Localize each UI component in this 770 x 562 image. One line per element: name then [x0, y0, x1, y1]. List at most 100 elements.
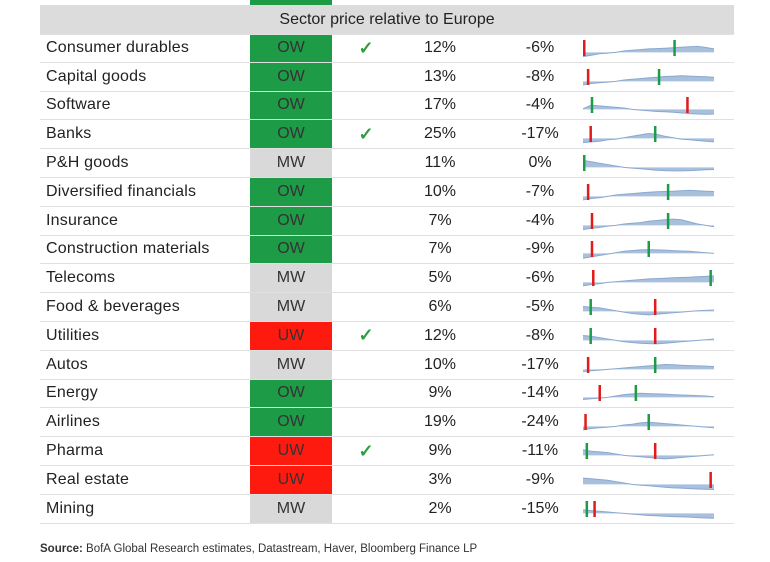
rating-badge: MW [250, 264, 332, 293]
rating-badge: OW [250, 206, 332, 235]
source-note: Source: BofA Global Research estimates, … [40, 543, 477, 555]
sparkline-area [583, 190, 714, 200]
sparkline-line [582, 133, 715, 144]
sparkline-chart [582, 443, 715, 460]
sparkline-line [582, 46, 715, 58]
value-2: -9% [525, 470, 555, 488]
sparkline [581, 408, 716, 436]
table-row: Energy OW 9% -14% [40, 379, 734, 409]
sparkline-red-marker [586, 68, 590, 85]
table-row: Food & beverages MW 6% -5% [40, 293, 734, 322]
sparkline-chart [582, 385, 715, 402]
sparkline-green-marker [666, 183, 670, 200]
rating-badge: OW [250, 35, 332, 62]
sparkline [581, 322, 716, 350]
header-title: Sector price relative to Europe [279, 10, 495, 28]
sparkline-area [583, 477, 714, 490]
sparkline-chart [582, 241, 715, 260]
value-2: -6% [525, 39, 555, 57]
table-row: Mining MW 2% -15% [40, 494, 734, 524]
rating-badge: MW [250, 149, 332, 177]
table-row: Software OW 17% -4% [40, 91, 734, 121]
sector-name: Utilities [46, 326, 100, 344]
sector-name: P&H goods [46, 154, 129, 172]
value-2: -14% [521, 384, 559, 402]
table-row: Consumer durables OW ✓ 12% -6% [40, 34, 734, 63]
sparkline-chart [582, 299, 715, 316]
sparkline-area [583, 133, 714, 143]
table-row: Autos MW 10% -17% [40, 350, 734, 380]
sparkline-chart [582, 68, 715, 86]
sparkline-line [582, 306, 715, 316]
sector-name: Airlines [46, 413, 101, 431]
sparkline-green-marker [673, 40, 676, 57]
sector-name: Insurance [46, 211, 119, 229]
table-row: P&H goods MW 11% 0% [40, 149, 734, 178]
rating-badge: OW [250, 120, 332, 149]
sparkline-area [583, 276, 714, 287]
value-2: 0% [528, 154, 552, 172]
sparkline-line [582, 275, 715, 287]
value-1: 3% [428, 470, 452, 488]
value-1: 19% [423, 413, 457, 431]
sparkline-line [582, 334, 715, 345]
rating-badge: OW [250, 62, 332, 91]
value-2: -8% [525, 326, 555, 344]
sparkline-area [583, 46, 714, 57]
sparkline [581, 149, 716, 177]
rating-badge: OW [250, 408, 332, 437]
sparkline [581, 380, 716, 408]
sector-name: Energy [46, 384, 98, 402]
rating-badge: OW [250, 379, 332, 408]
sparkline-green-marker [585, 443, 589, 460]
sparkline-green-marker [585, 500, 589, 517]
sparkline [581, 351, 716, 379]
table-header: Sector price relative to Europe [40, 5, 734, 34]
sparkline [581, 178, 716, 206]
sparkline [581, 35, 716, 62]
value-1: 12% [423, 39, 457, 57]
sparkline-red-marker [709, 471, 712, 488]
table-row: Real estate UW 3% -9% [40, 465, 734, 495]
sparkline-green-marker [647, 241, 650, 258]
sparkline-chart [582, 155, 715, 172]
top-strip [40, 0, 734, 5]
sparkline [581, 63, 716, 91]
table-row: Banks OW ✓ 25% -17% [40, 120, 734, 150]
table-row: Insurance OW 7% -4% [40, 206, 734, 236]
sector-name: Construction materials [46, 240, 210, 258]
sparkline-red-marker [598, 385, 601, 402]
sparkline-green-marker [634, 385, 638, 402]
sparkline-green-marker [589, 299, 592, 316]
sparkline-red-marker [653, 443, 657, 460]
sparkline-area [583, 306, 714, 315]
check-icon: ✓ [358, 325, 374, 346]
sparkline-area [583, 449, 714, 459]
value-1: 10% [423, 182, 457, 200]
sparkline-line [582, 189, 715, 201]
sparkline-red-marker [590, 241, 594, 258]
value-1: 5% [428, 269, 452, 287]
sparkline-red-marker [686, 97, 689, 114]
sector-table: Consumer durables OW ✓ 12% -6% Capital goods O… [40, 34, 734, 524]
value-2: -17% [521, 125, 559, 143]
value-2: -6% [525, 269, 555, 287]
sparkline [581, 236, 716, 264]
sparkline-chart [582, 212, 715, 230]
source-text: BofA Global Research estimates, Datastre… [82, 543, 478, 555]
sparkline-line [582, 477, 715, 490]
sparkline-chart [582, 500, 715, 519]
value-1: 13% [423, 67, 457, 85]
value-1: 7% [428, 211, 452, 229]
value-2: -4% [525, 96, 555, 114]
sector-name: Consumer durables [46, 39, 190, 57]
table-row: Construction materials OW 7% -9% [40, 235, 734, 265]
sparkline [581, 466, 716, 494]
check-icon: ✓ [358, 37, 374, 58]
sparkline-chart [582, 414, 715, 431]
sparkline [581, 437, 716, 465]
check-icon: ✓ [358, 123, 374, 144]
rating-badge: UW [250, 321, 332, 350]
sparkline-area [583, 250, 714, 259]
sparkline-red-marker [653, 327, 657, 344]
